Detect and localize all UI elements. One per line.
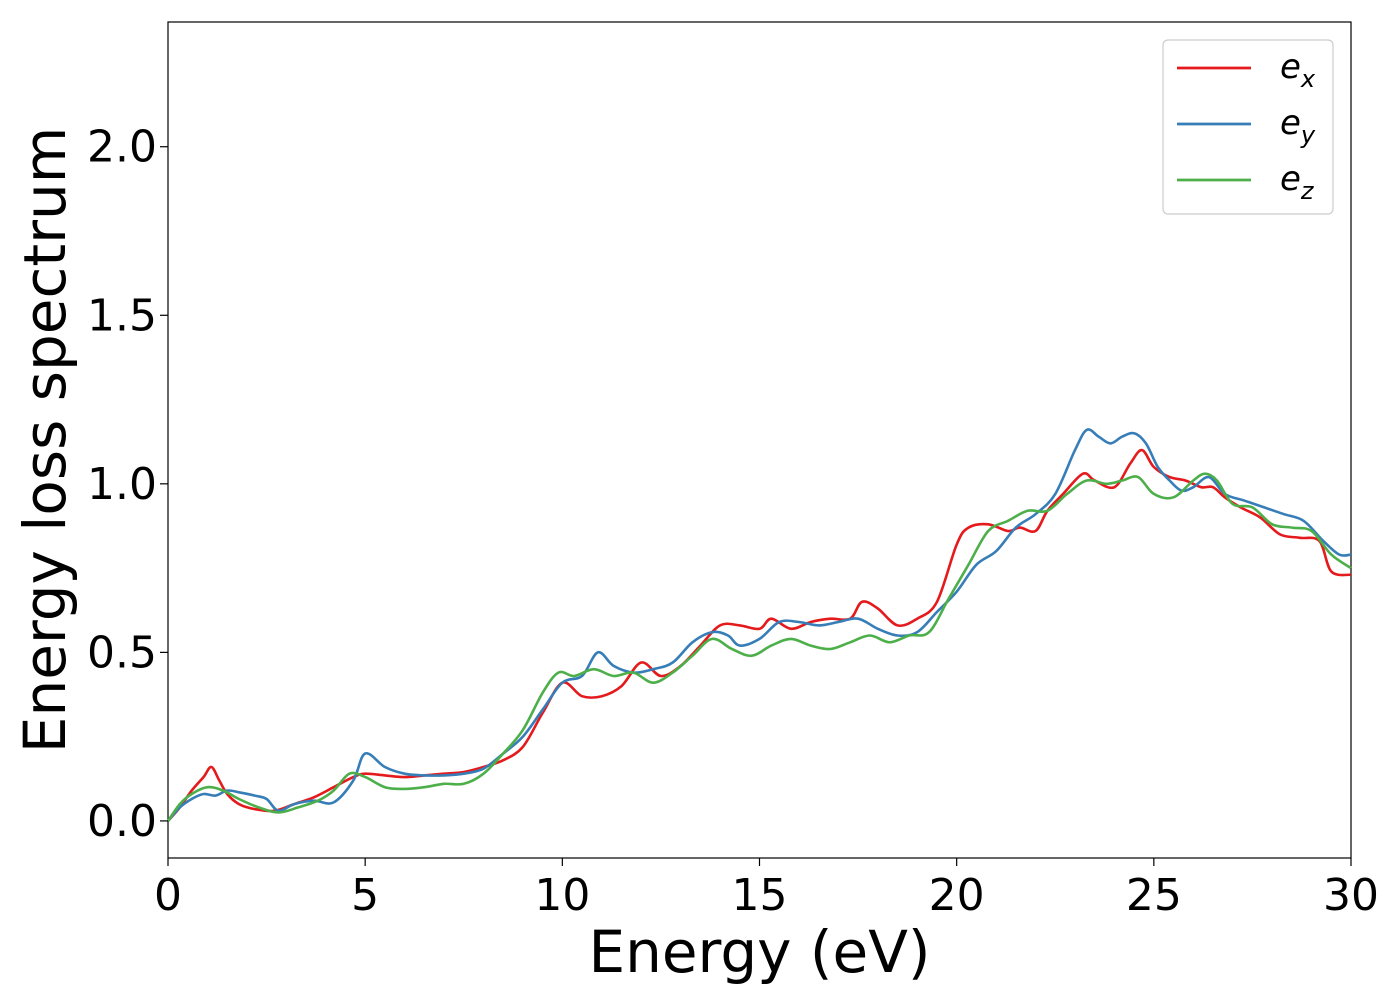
y-tick-label: 2.0 bbox=[87, 122, 157, 173]
legend: ex ey ez bbox=[1162, 39, 1334, 215]
y-tick-label: 0.0 bbox=[87, 796, 157, 847]
y-axis-ticks: 0.0 0.5 1.0 1.5 2.0 bbox=[87, 122, 168, 847]
legend-label-y: ey bbox=[1280, 103, 1316, 149]
x-tick-label: 15 bbox=[732, 870, 788, 921]
x-tick-label: 0 bbox=[154, 870, 182, 921]
x-tick-label: 5 bbox=[351, 870, 379, 921]
legend-label-z: ez bbox=[1280, 159, 1315, 205]
legend-box bbox=[1162, 39, 1334, 215]
series-line-y bbox=[167, 428, 1352, 822]
x-axis-label: Energy (eV) bbox=[588, 918, 930, 986]
series-line-z bbox=[166, 472, 1352, 822]
x-tick-label: 30 bbox=[1323, 870, 1379, 921]
y-axis-label: Energy loss spectrum bbox=[11, 127, 79, 753]
y-tick-label: 0.5 bbox=[87, 627, 157, 678]
series-line-x bbox=[167, 448, 1352, 822]
x-tick-label: 20 bbox=[929, 870, 985, 921]
y-tick-label: 1.0 bbox=[87, 459, 157, 510]
x-tick-label: 10 bbox=[534, 870, 590, 921]
legend-label-x: ex bbox=[1280, 47, 1316, 93]
y-tick-label: 1.5 bbox=[87, 290, 157, 341]
series-lines bbox=[166, 428, 1352, 822]
x-tick-label: 25 bbox=[1126, 870, 1182, 921]
x-axis-ticks: 0 5 10 15 20 25 30 bbox=[154, 858, 1379, 921]
